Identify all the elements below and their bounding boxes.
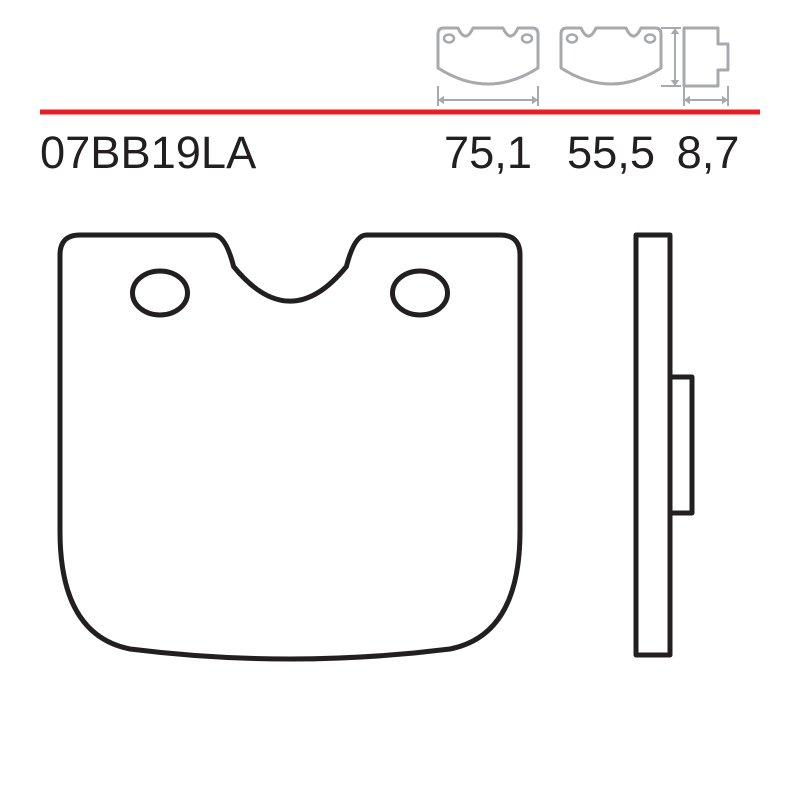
brake-pad-side-outline	[636, 235, 692, 655]
dimension-width: 75,1	[444, 127, 532, 178]
part-number: 07BB19LA	[40, 127, 257, 178]
brake-pad-front-outline	[60, 235, 520, 659]
brake-pad-front-hole-right	[393, 271, 448, 315]
dimension-height: 55,5	[567, 127, 655, 178]
brake-pad-front-hole-left	[133, 271, 188, 315]
dimension-thickness: 8,7	[677, 127, 740, 178]
dimension-icons	[438, 28, 728, 106]
spec-diagram: 07BB19LA 75,1 55,5 8,7	[0, 0, 800, 800]
